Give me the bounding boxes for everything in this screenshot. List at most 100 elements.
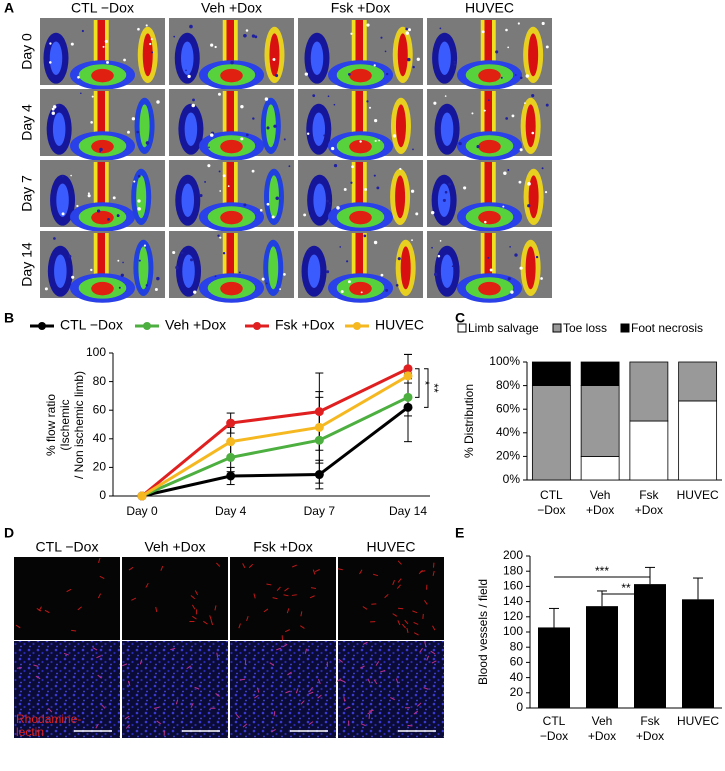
significance-bracket <box>415 368 420 398</box>
vessel <box>343 696 346 702</box>
speckle <box>230 60 234 65</box>
speckle <box>51 107 55 111</box>
speckle <box>407 57 411 62</box>
vessel <box>246 615 249 622</box>
speckle <box>545 103 549 107</box>
speckle <box>483 109 486 112</box>
perfusion-image <box>298 231 423 303</box>
speckle <box>90 121 93 124</box>
speckle <box>208 146 210 149</box>
speckle <box>304 72 308 76</box>
vessel <box>190 702 194 708</box>
speckle <box>487 99 490 102</box>
vessel <box>423 687 429 690</box>
speckle <box>245 133 249 137</box>
speckle <box>254 35 258 39</box>
speckle <box>392 134 397 138</box>
paw <box>182 254 195 288</box>
vessel <box>420 570 426 573</box>
speckle <box>137 174 141 178</box>
body <box>478 210 501 225</box>
speckle <box>363 234 367 238</box>
y-tick-label: 100% <box>489 354 520 368</box>
legend-label: Veh +Dox <box>165 317 226 333</box>
vessel <box>124 715 130 720</box>
y-axis-label: / Non ischemic limb) <box>72 371 86 479</box>
tail <box>97 91 105 138</box>
vessel <box>287 671 292 676</box>
legend-label: Toe loss <box>563 321 607 335</box>
speckle <box>507 277 511 281</box>
bar <box>634 584 666 708</box>
speckle <box>137 207 141 211</box>
vessel <box>395 678 399 684</box>
speckle <box>306 132 310 135</box>
vessel <box>285 690 291 694</box>
speckle <box>416 57 420 61</box>
speckle <box>138 259 141 262</box>
speckle <box>193 290 197 294</box>
vessel <box>413 621 419 625</box>
image-background <box>338 641 444 738</box>
column-header: CTL −Dox <box>71 0 134 16</box>
data-point <box>314 422 324 432</box>
speckle <box>97 209 101 213</box>
vessel <box>359 569 363 575</box>
paw <box>138 246 149 290</box>
speckle <box>102 45 105 48</box>
vessel <box>312 569 316 575</box>
vessel <box>71 629 77 632</box>
legend-label: HUVEC <box>375 317 424 333</box>
vessel <box>309 595 315 599</box>
vessel <box>145 582 149 588</box>
paw <box>268 246 279 290</box>
speckle <box>339 246 342 248</box>
perfusion-image <box>298 18 423 90</box>
perfusion-image <box>427 18 552 90</box>
speckle <box>190 258 194 262</box>
vessel <box>423 600 428 605</box>
speckle <box>518 180 522 184</box>
speckle <box>366 23 370 27</box>
body <box>220 210 243 225</box>
speckle <box>79 92 82 95</box>
speckle <box>527 204 531 208</box>
speckle <box>123 58 126 62</box>
speckle <box>210 43 214 47</box>
speckle <box>519 76 523 80</box>
y-tick-label: 120 <box>503 609 523 623</box>
row-label: Day 0 <box>19 33 35 70</box>
vessel <box>397 560 402 565</box>
vessel <box>263 608 269 613</box>
speckle <box>329 202 332 205</box>
vessel <box>375 661 380 666</box>
x-tick-label: Day 0 <box>126 504 158 518</box>
speckle <box>487 256 490 259</box>
speckle <box>323 134 326 137</box>
speckle <box>185 69 187 72</box>
tail <box>97 233 105 280</box>
vessel <box>300 700 305 705</box>
y-tick-label: 100 <box>86 345 106 359</box>
perfusion-image <box>298 160 423 232</box>
y-tick-label: 60 <box>510 655 524 669</box>
body <box>349 281 372 296</box>
column-header: Veh +Dox <box>144 539 205 555</box>
legend-swatch <box>552 323 562 333</box>
vessel <box>175 699 179 705</box>
speckle <box>175 265 179 270</box>
speckle <box>336 206 340 210</box>
body <box>478 68 501 83</box>
x-tick-label: +Dox <box>588 729 616 743</box>
y-tick-label: 80 <box>510 639 524 653</box>
y-tick-label: 40 <box>93 431 107 445</box>
vessel <box>273 711 276 717</box>
vessel <box>97 593 102 599</box>
speckle <box>437 254 441 258</box>
tail <box>484 20 492 67</box>
perfusion-image <box>40 18 165 90</box>
legend-label: CTL −Dox <box>60 317 123 333</box>
vessel <box>392 580 395 586</box>
speckle <box>347 280 351 284</box>
speckle <box>330 146 335 151</box>
